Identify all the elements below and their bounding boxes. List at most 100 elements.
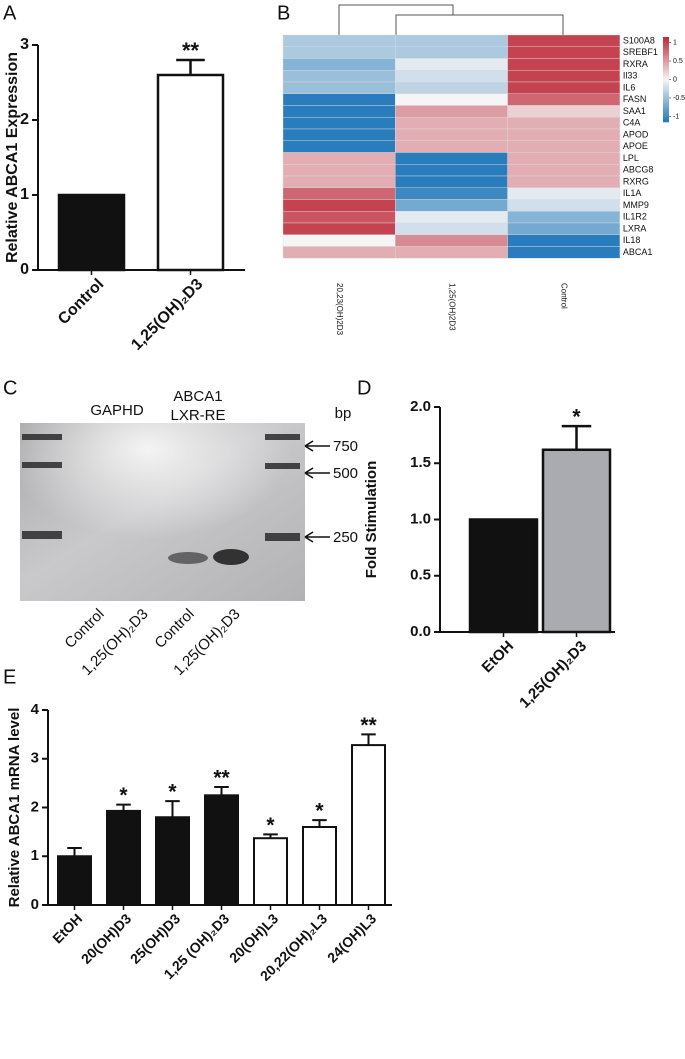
heat-cell	[395, 234, 508, 247]
error-bar	[263, 833, 278, 839]
heat-cell	[395, 222, 508, 235]
heat-cell	[507, 222, 621, 235]
panel-letter: B	[277, 2, 290, 24]
heat-cell	[507, 128, 621, 141]
heat-cell	[395, 187, 508, 200]
colorbar-step	[663, 71, 669, 74]
colorbar-step	[663, 47, 669, 51]
significance: **	[182, 38, 200, 63]
colorbar-step	[663, 90, 669, 93]
y-tick-label: 0.0	[410, 623, 431, 640]
heat-cell	[395, 93, 508, 106]
y-axis-label: Relative ABCA1 Expression	[4, 52, 21, 263]
colorbar-step	[663, 73, 669, 76]
heat-cell	[395, 246, 508, 259]
colorbar-step	[663, 77, 669, 80]
bar	[156, 73, 225, 272]
row-label: APOD	[623, 129, 649, 139]
heat-cell	[282, 175, 396, 188]
heat-cell	[507, 187, 621, 200]
colorbar-step	[663, 62, 669, 65]
colorbar-label: 1	[673, 39, 677, 46]
heat-cell	[282, 199, 396, 212]
colorbar-step	[663, 107, 669, 110]
heat-cell	[507, 211, 621, 224]
y-tick-label: 1.0	[410, 510, 431, 527]
significance: *	[315, 800, 324, 823]
heat-cell	[507, 70, 621, 83]
y-axis-label: Fold Stimulation	[363, 461, 380, 579]
heat-cell	[395, 58, 508, 71]
significance: **	[360, 714, 377, 737]
y-axis-label: Relative ABCA1 mRNA level	[6, 708, 23, 908]
heat-cell	[282, 81, 396, 94]
significance: *	[572, 406, 581, 429]
y-tick-label: 0.5	[410, 567, 431, 584]
bar	[57, 855, 92, 906]
colorbar-step	[663, 94, 669, 97]
error-bar	[361, 733, 376, 746]
colorbar-step	[663, 115, 669, 119]
row-label: MMP9	[623, 200, 649, 210]
colorbar-step	[663, 85, 669, 89]
row-label: S100A8	[623, 35, 655, 45]
row-label: RXRG	[623, 176, 649, 186]
x-tick-label: EtOH	[479, 638, 518, 677]
colorbar-step	[663, 109, 669, 112]
heat-cell	[282, 140, 396, 153]
colorbar-step	[663, 105, 669, 108]
panel-letter: E	[3, 666, 16, 688]
y-tick-label: 3	[20, 36, 29, 53]
row-label: ABCG8	[623, 165, 654, 175]
error-bar	[165, 800, 180, 818]
colorbar-step	[663, 41, 669, 44]
heat-cell	[507, 105, 621, 118]
heat-cell	[282, 70, 396, 83]
heat-cell	[507, 34, 621, 47]
sample-band	[168, 552, 208, 564]
heat-cell	[395, 211, 508, 224]
heat-cell	[507, 152, 621, 165]
gapdh-label: GAPHD	[90, 402, 144, 419]
panel-letter: D	[357, 377, 371, 399]
colorbar-step	[663, 102, 669, 106]
bar	[155, 816, 190, 906]
y-tick-label: 2	[31, 798, 39, 815]
row-label: IL6	[623, 82, 636, 92]
y-tick-label: 3	[31, 750, 39, 767]
gel-glow	[20, 423, 305, 601]
heat-cell	[395, 175, 508, 188]
lane-label: Control	[151, 606, 197, 652]
heat-cell	[282, 128, 396, 141]
heat-cell	[395, 34, 508, 47]
heat-cell	[395, 199, 508, 212]
column-label: Control	[560, 283, 569, 309]
colorbar-label: 0.5	[673, 58, 683, 65]
heat-cell	[507, 140, 621, 153]
error-bar	[312, 819, 327, 827]
row-label: RXRA	[623, 59, 648, 69]
heat-cell	[282, 93, 396, 106]
y-tick-label: 1	[20, 186, 29, 203]
x-tick-label: 1,25(OH)₂D3	[128, 276, 206, 354]
heat-cell	[395, 164, 508, 177]
ladder-band	[22, 531, 62, 539]
sample-band	[213, 549, 249, 565]
x-tick-label: 1,25(OH)₂D3	[516, 638, 590, 712]
heat-cell	[395, 46, 508, 59]
gel-panel: GAPHD ABCA1 LXR-RE bp 750 500 250 Contro…	[3, 377, 358, 679]
colorbar-step	[663, 117, 669, 121]
colorbar-step	[663, 45, 669, 48]
heat-cell	[507, 117, 621, 130]
row-label: Il33	[623, 71, 638, 81]
error-bar	[561, 424, 592, 450]
heat-cell	[507, 58, 621, 71]
colorbar-step	[663, 113, 669, 116]
heat-cell	[507, 81, 621, 94]
row-label: ABCA1	[623, 247, 653, 257]
colorbar-label: 0	[673, 76, 677, 83]
x-tick-label: EtOH	[49, 910, 85, 946]
colorbar-step	[663, 98, 669, 102]
colorbar-step	[663, 54, 669, 57]
colorbar-step	[663, 92, 669, 95]
